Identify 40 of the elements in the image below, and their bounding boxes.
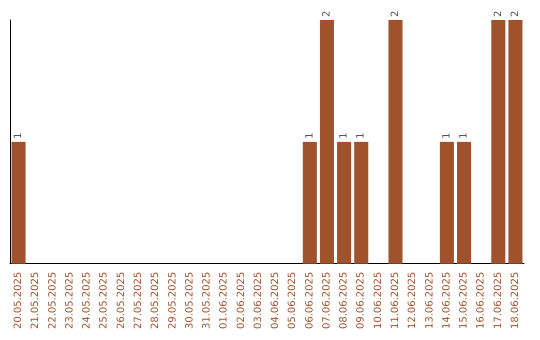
data-label: 1 [13,132,24,139]
x-tick-label: 06.06.2025 [304,272,316,330]
x-tick-label: 27.05.2025 [133,272,144,330]
data-label: 1 [304,132,316,139]
x-tick-label: 15.06.2025 [458,272,470,330]
x-tick-label: 22.05.2025 [47,272,58,330]
data-label: 1 [338,132,350,139]
x-tick-label: 11.06.2025 [390,272,401,330]
x-tick-label: 04.06.2025 [270,272,282,330]
data-label: 2 [321,10,332,17]
x-tick-label: 20.05.2025 [13,272,24,330]
data-label: 1 [356,132,367,139]
x-tick-label: 01.06.2025 [218,272,230,330]
x-tick-label: 12.06.2025 [407,272,418,330]
x-tick-label: 30.05.2025 [184,272,196,330]
x-tick-label: 05.06.2025 [287,272,298,330]
x-tick-label: 31.05.2025 [202,272,213,330]
x-tick-label: 08.06.2025 [338,272,350,330]
x-tick-label: 17.06.2025 [492,272,504,330]
x-tick-label: 23.05.2025 [64,272,76,330]
data-label: 1 [441,132,452,139]
data-label: 2 [510,10,521,17]
data-label: 1 [458,132,470,139]
x-tick-label: 16.06.2025 [476,272,487,330]
x-tick-label: 14.06.2025 [441,272,452,330]
x-tick-label: 28.05.2025 [150,272,162,330]
x-tick-label: 02.06.2025 [236,272,247,330]
x-tick-label: 07.06.2025 [321,272,332,330]
data-label: 2 [390,10,401,17]
x-tick-label: 24.05.2025 [82,272,93,330]
x-tick-label: 29.05.2025 [167,272,178,330]
x-tick-label: 18.06.2025 [510,272,521,330]
data-label: 2 [492,10,504,17]
x-tick-label: 10.06.2025 [372,272,384,330]
x-tick-label: 26.05.2025 [116,272,127,330]
x-tick-label: 25.05.2025 [98,272,110,330]
x-tick-label: 13.06.2025 [424,272,436,330]
x-tick-label: 21.05.2025 [30,272,42,330]
x-tick-label: 03.06.2025 [252,272,264,330]
x-tick-label: 09.06.2025 [356,272,367,330]
